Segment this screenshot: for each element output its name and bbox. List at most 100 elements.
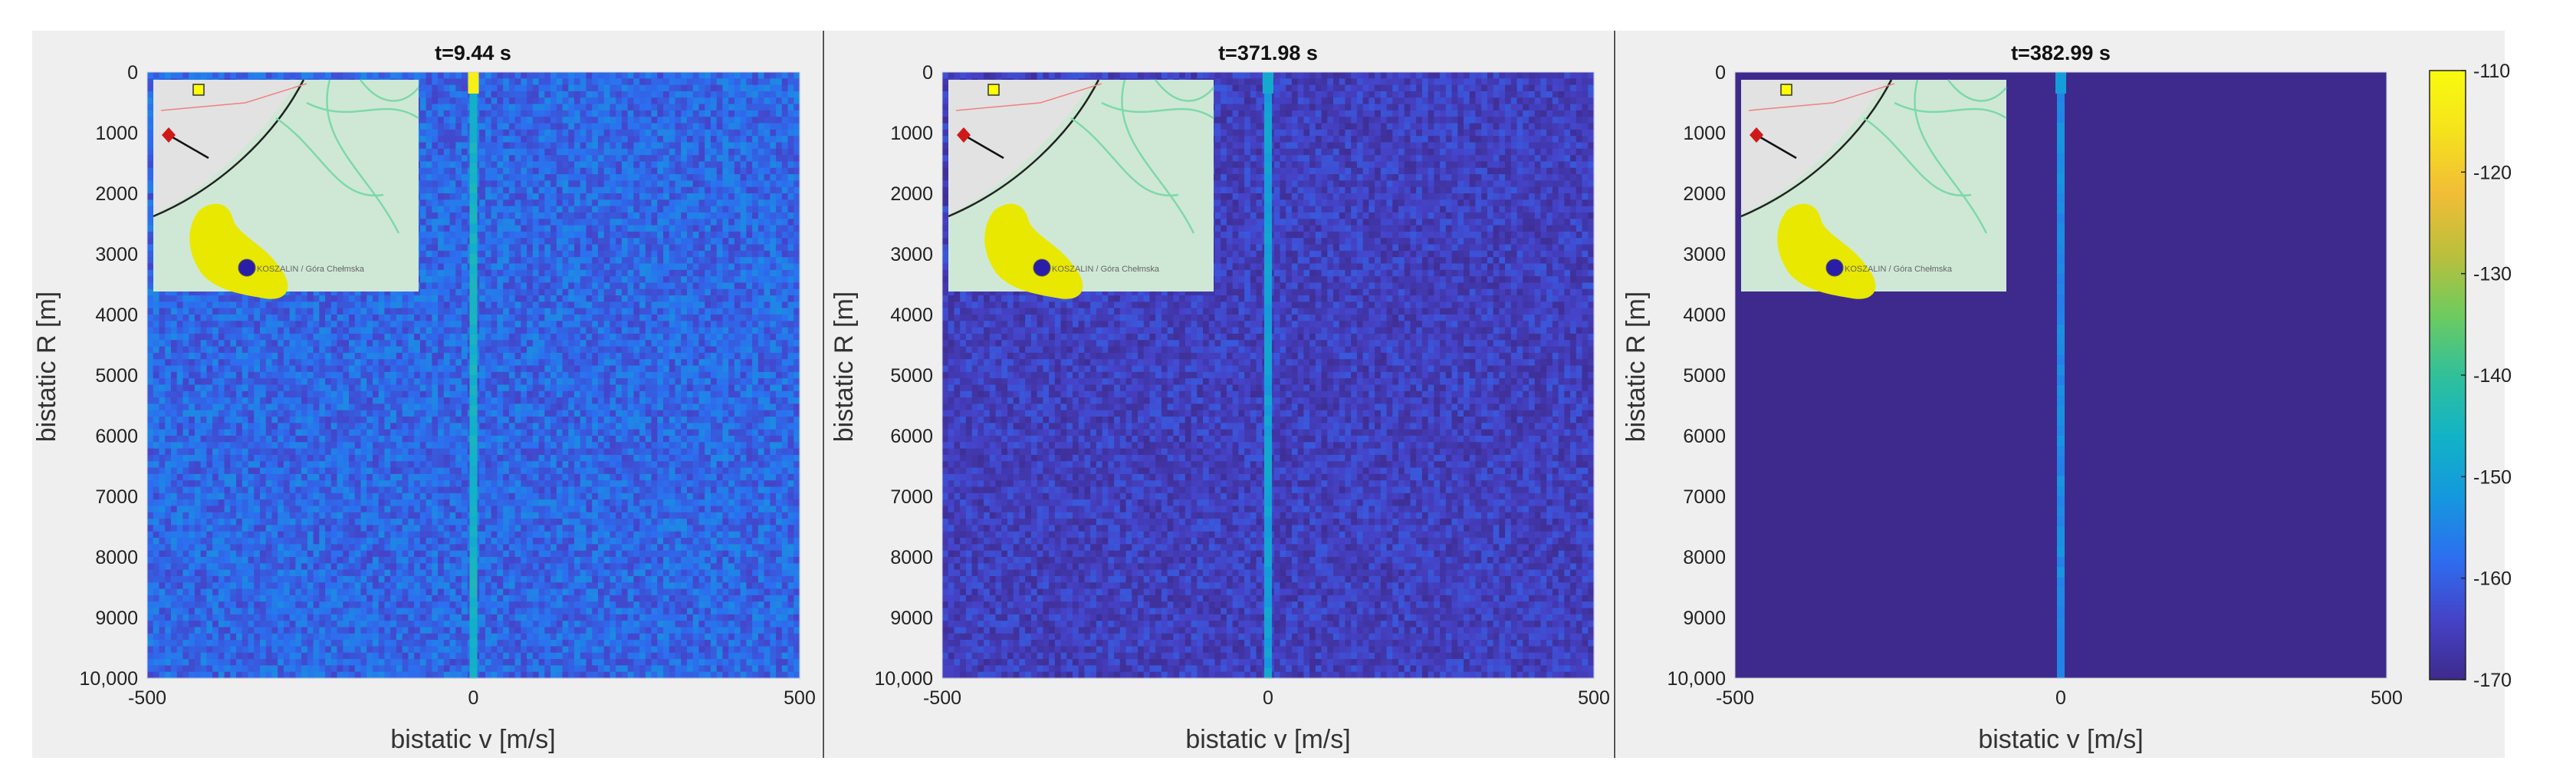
- heatmap-cell: [295, 328, 301, 334]
- heatmap-cell: [610, 328, 616, 334]
- heatmap-cell: [550, 97, 557, 104]
- heatmap-cell: [515, 353, 521, 360]
- heatmap-cell: [592, 136, 598, 143]
- heatmap-cell: [741, 282, 747, 289]
- heatmap-cell: [384, 328, 390, 334]
- heatmap-cell: [201, 328, 207, 334]
- heatmap-cell: [734, 168, 741, 175]
- heatmap-cell: [722, 110, 728, 117]
- heatmap-cell: [574, 161, 580, 168]
- heatmap-cell: [663, 263, 669, 270]
- heatmap-cell: [752, 328, 758, 334]
- heatmap-cell: [741, 142, 747, 149]
- heatmap-cell: [794, 174, 800, 181]
- heatmap-cell: [657, 347, 663, 354]
- heatmap-cell: [147, 104, 153, 111]
- heatmap-cell: [633, 308, 639, 315]
- heatmap-cell: [171, 334, 177, 341]
- heatmap-cell: [698, 168, 705, 175]
- heatmap-cell: [557, 130, 563, 137]
- heatmap-cell: [633, 232, 639, 239]
- heatmap-cell: [657, 130, 663, 137]
- heatmap-cell: [485, 334, 491, 341]
- heatmap-cell: [509, 110, 515, 117]
- heatmap-cell: [438, 295, 444, 302]
- heatmap-cell: [497, 72, 503, 79]
- heatmap-cell: [604, 238, 610, 245]
- heatmap-cell: [426, 174, 432, 181]
- heatmap-cell: [639, 212, 646, 219]
- heatmap-cell: [598, 232, 604, 239]
- heatmap-cell: [574, 219, 580, 226]
- heatmap-cell: [479, 257, 485, 264]
- heatmap-cell: [574, 353, 580, 360]
- heatmap-cell: [278, 347, 284, 354]
- heatmap-cell: [788, 149, 794, 156]
- heatmap-cell: [420, 161, 426, 168]
- heatmap-cell: [331, 308, 337, 315]
- heatmap-cell: [319, 308, 325, 315]
- heatmap-cell: [598, 104, 604, 111]
- heatmap-cell: [557, 340, 563, 347]
- heatmap-cell: [770, 328, 776, 334]
- heatmap-cell: [776, 328, 782, 334]
- heatmap-cell: [521, 251, 527, 258]
- heatmap-cell: [284, 321, 290, 328]
- heatmap-cell: [450, 97, 456, 104]
- heatmap-cell: [206, 334, 212, 341]
- heatmap-cell: [195, 321, 201, 328]
- heatmap-cell: [663, 334, 669, 341]
- heatmap-cell: [242, 308, 248, 315]
- heatmap-cell: [758, 174, 764, 181]
- heatmap-cell: [206, 328, 212, 334]
- heatmap-cell: [533, 199, 539, 206]
- heatmap-cell: [503, 78, 509, 85]
- heatmap-cell: [639, 130, 646, 137]
- heatmap-cell: [628, 282, 634, 289]
- heatmap-cell: [503, 315, 509, 321]
- heatmap-cell: [509, 142, 515, 149]
- heatmap-cell: [284, 347, 290, 354]
- heatmap-cell: [462, 161, 468, 168]
- heatmap-cell: [230, 353, 236, 360]
- heatmap-cell: [669, 295, 675, 302]
- heatmap-cell: [544, 353, 550, 360]
- heatmap-cell: [728, 282, 734, 289]
- heatmap-cell: [420, 155, 426, 162]
- heatmap-cell: [717, 270, 723, 277]
- heatmap-cell: [782, 238, 788, 245]
- heatmap-cell: [728, 276, 734, 283]
- heatmap-cell: [355, 328, 361, 334]
- heatmap-cell: [693, 238, 699, 245]
- heatmap-cell: [574, 321, 580, 328]
- heatmap-cell: [770, 174, 776, 181]
- heatmap-cell: [604, 193, 610, 200]
- heatmap-cell: [622, 238, 628, 245]
- heatmap-cell: [663, 212, 669, 219]
- heatmap-cell: [586, 219, 592, 226]
- heatmap-cell: [521, 308, 527, 315]
- heatmap-cell: [147, 263, 153, 270]
- heatmap-cell: [343, 308, 349, 315]
- heatmap-cell: [633, 226, 639, 232]
- heatmap-cell: [355, 295, 361, 302]
- heatmap-cell: [503, 117, 509, 124]
- heatmap-cell: [521, 257, 527, 264]
- heatmap-cell: [550, 149, 557, 156]
- heatmap-cell: [741, 219, 747, 226]
- heatmap-cell: [521, 142, 527, 149]
- heatmap-cell: [539, 276, 545, 283]
- heatmap-cell: [598, 124, 604, 130]
- heatmap-cell: [557, 353, 563, 360]
- heatmap-cell: [521, 130, 527, 137]
- heatmap-cell: [722, 206, 728, 213]
- heatmap-cell: [633, 282, 639, 289]
- heatmap-cell: [563, 263, 569, 270]
- heatmap-cell: [455, 110, 462, 117]
- heatmap-cell: [758, 289, 764, 296]
- heatmap-cell: [663, 78, 669, 85]
- heatmap-cell: [752, 257, 758, 264]
- heatmap-cell: [657, 155, 663, 162]
- heatmap-cell: [770, 308, 776, 315]
- heatmap-cell: [722, 245, 728, 252]
